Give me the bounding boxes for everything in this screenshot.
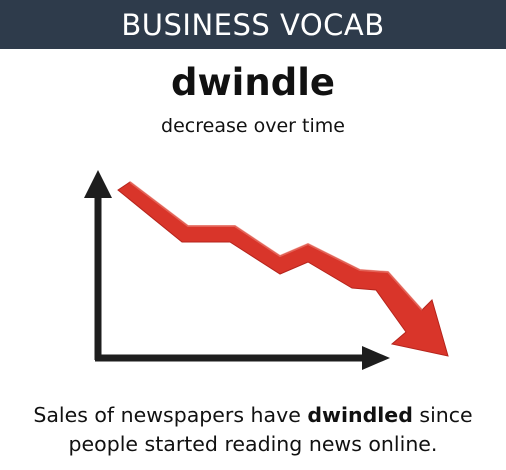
vocab-definition: decrease over time — [161, 115, 345, 137]
header-title: BUSINESS VOCAB — [121, 7, 385, 42]
example-text-before: Sales of newspapers have — [33, 403, 308, 427]
example-highlight: dwindled — [307, 403, 413, 427]
header-banner: BUSINESS VOCAB — [0, 0, 506, 49]
example-text-after: since people started reading news online… — [68, 403, 473, 456]
vocab-word: dwindle — [171, 61, 335, 104]
chart-axes — [84, 170, 390, 370]
grid-lines — [100, 218, 400, 358]
example-sentence: Sales of newspapers have dwindled since … — [0, 401, 506, 459]
declining-line-chart-icon — [84, 170, 449, 370]
declining-trend-arrow — [117, 181, 449, 357]
